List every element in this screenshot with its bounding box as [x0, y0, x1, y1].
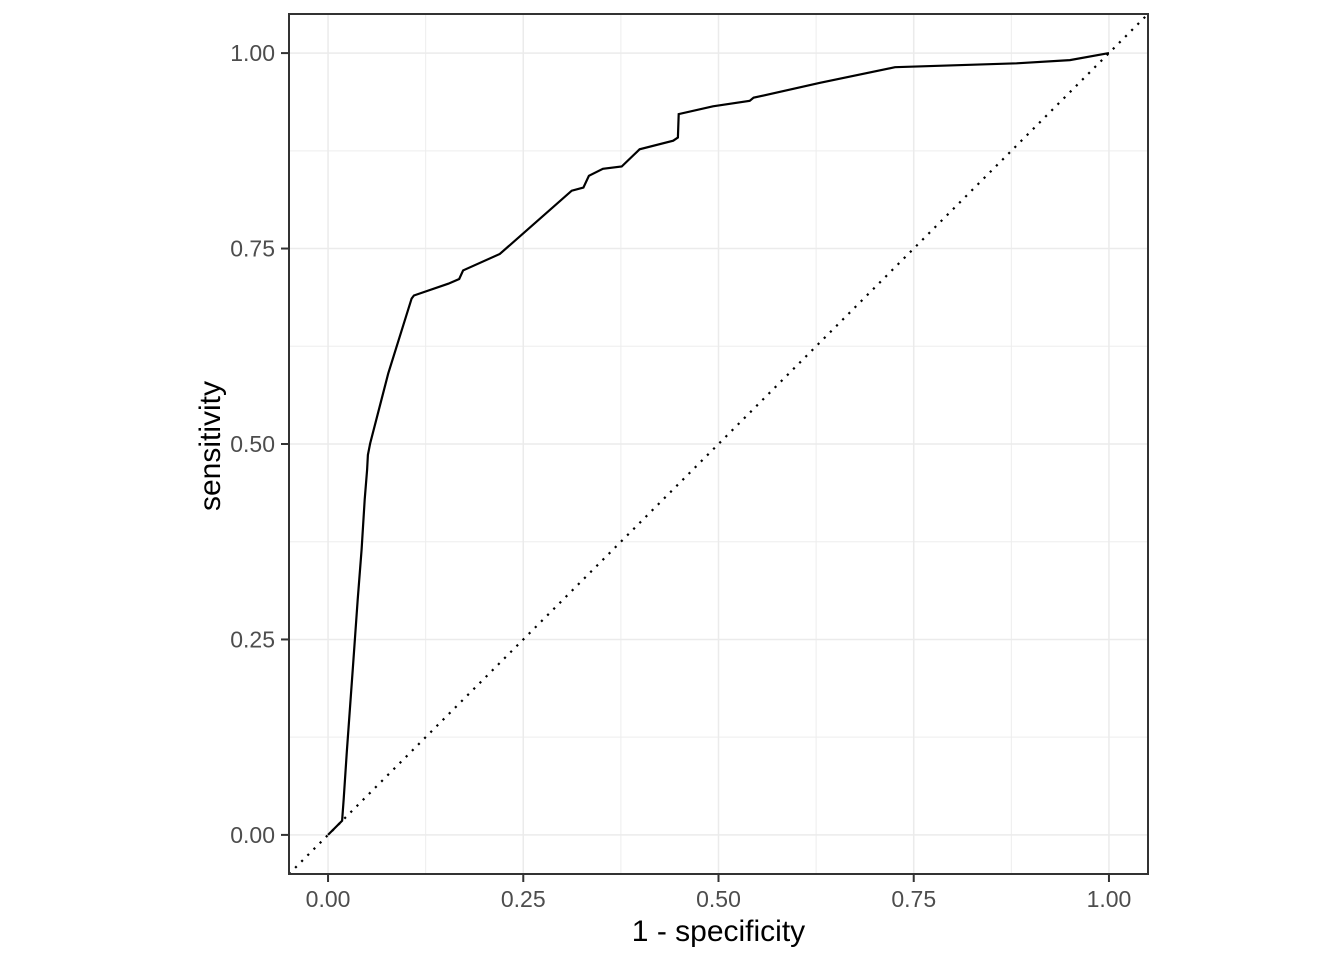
major-gridlines — [289, 14, 1148, 874]
x-tick-label: 0.25 — [501, 886, 546, 912]
y-axis-tick-labels: 0.00 0.25 0.50 0.75 1.00 — [230, 40, 275, 848]
x-axis-title: 1 - specificity — [632, 915, 805, 948]
series-lines — [288, 13, 1149, 875]
x-axis-ticks — [327, 874, 1110, 882]
y-tick-label: 1.00 — [230, 40, 275, 66]
y-tick-label: 0.25 — [230, 626, 275, 652]
y-tick-label: 0.50 — [230, 431, 275, 457]
roc-curve-line — [327, 52, 1110, 836]
y-tick-label: 0.75 — [230, 236, 275, 262]
x-axis-tick-labels: 0.00 0.25 0.50 0.75 1.00 — [306, 886, 1132, 912]
x-tick-label: 0.75 — [891, 886, 936, 912]
x-tick-label: 1.00 — [1087, 886, 1132, 912]
x-tick-label: 0.00 — [306, 886, 351, 912]
y-axis-ticks — [281, 52, 289, 836]
x-tick-label: 0.50 — [696, 886, 741, 912]
y-axis-title: sensitivity — [194, 381, 227, 511]
y-tick-label: 0.00 — [230, 822, 275, 848]
